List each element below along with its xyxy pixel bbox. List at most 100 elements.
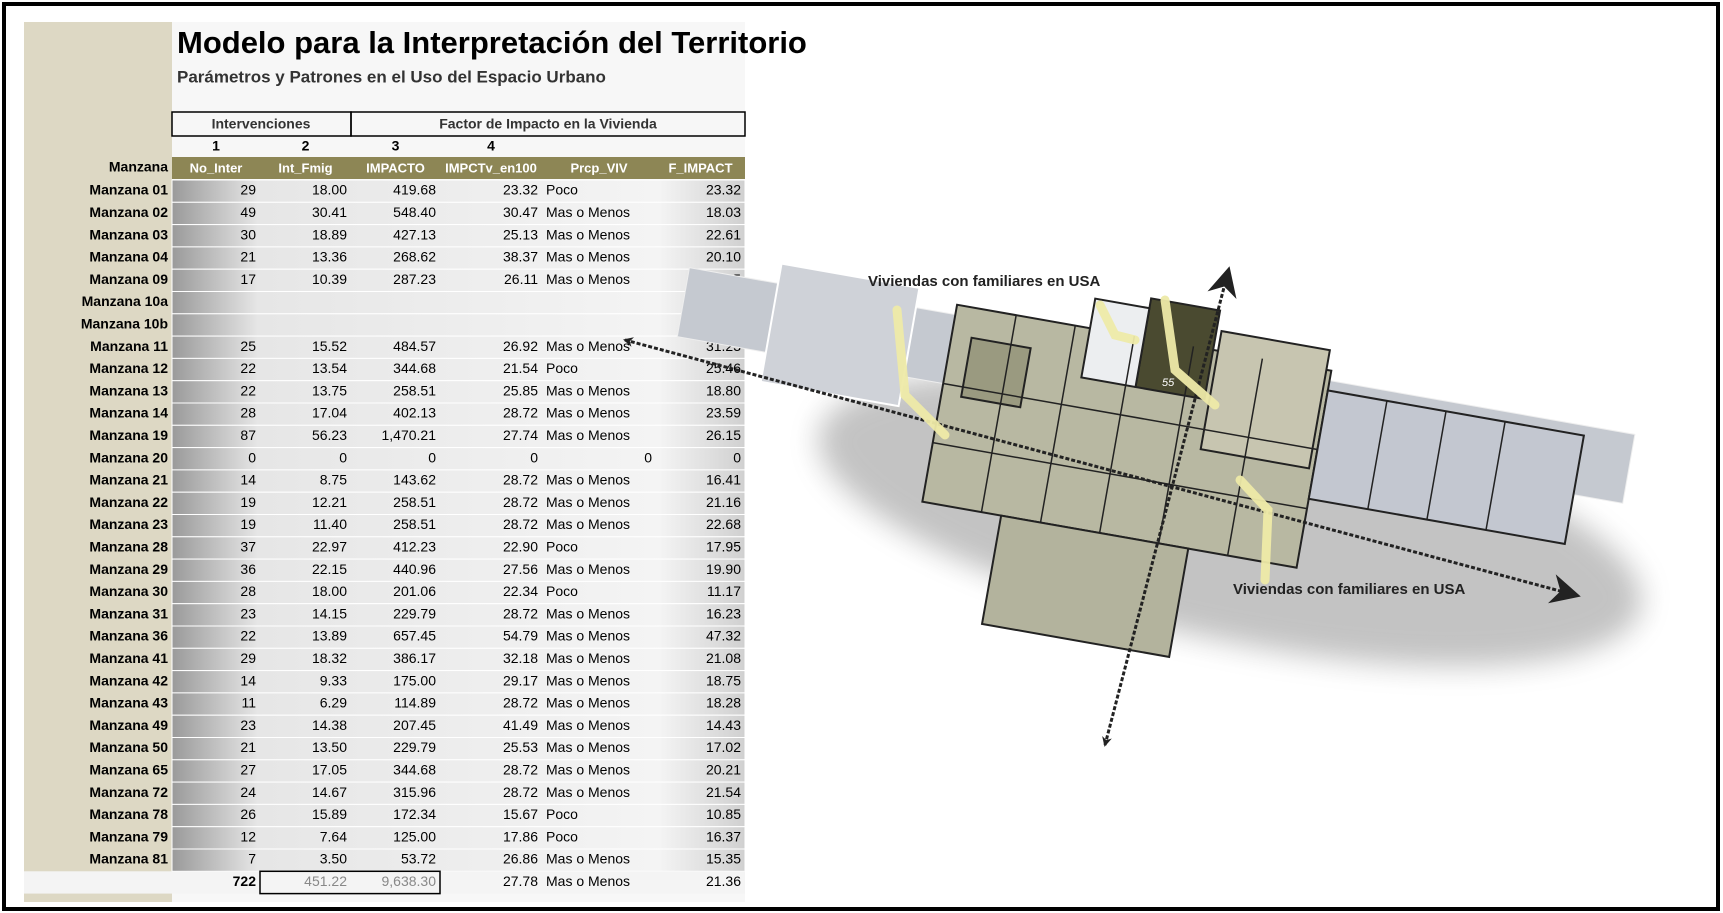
cell: 268.62 (393, 249, 436, 265)
total-box (259, 870, 441, 895)
column-header: IMPACTO (366, 160, 425, 175)
cell: 229.79 (393, 605, 436, 621)
cell: Poco (546, 806, 578, 822)
cell: 0 (248, 449, 256, 465)
cell: Mas o Menos (546, 784, 630, 800)
cell: 13.89 (312, 628, 347, 644)
cell: 657.45 (393, 628, 436, 644)
cell: 47.32 (706, 628, 741, 644)
table: Intervenciones Factor de Impacto en la Vi… (24, 111, 746, 895)
cell: 13.36 (312, 249, 347, 265)
cell: 17.02 (706, 739, 741, 755)
cell: 21 (240, 249, 256, 265)
column-header: No_Inter (190, 160, 243, 175)
row-band (171, 670, 746, 694)
cell: 14.67 (312, 784, 347, 800)
cell: 229.79 (393, 739, 436, 755)
row-label: Manzana 23 (89, 516, 168, 532)
row-label: Manzana 22 (89, 494, 168, 510)
cell: 53.72 (401, 851, 436, 867)
cell: Mas o Menos (546, 672, 630, 688)
row-label: Manzana 20 (89, 449, 168, 465)
group-header: Intervenciones (212, 116, 311, 132)
row-band (171, 291, 746, 315)
cell: 23.32 (706, 182, 741, 198)
row-band (171, 335, 746, 359)
column-number: 4 (487, 138, 495, 154)
cell: 0 (644, 449, 652, 465)
cell: 36 (240, 561, 256, 577)
cell: Poco (546, 539, 578, 555)
cell: 11.40 (313, 516, 347, 532)
row-label: Manzana 30 (89, 583, 168, 599)
cell: 427.13 (393, 226, 436, 242)
row-band (171, 246, 746, 270)
column-number: 3 (392, 138, 400, 154)
cell: 25.13 (503, 226, 538, 242)
block-label: 55 (1162, 377, 1175, 389)
row-label: Manzana 21 (89, 472, 168, 488)
cell: 17 (240, 271, 256, 287)
row-label: Manzana 29 (89, 561, 168, 577)
cell: 315.96 (393, 784, 436, 800)
cell: Mas o Menos (546, 382, 630, 398)
cell: 484.57 (393, 338, 436, 354)
cell: 26.11 (504, 271, 538, 287)
row-band (171, 692, 746, 716)
cell: Mas o Menos (546, 650, 630, 666)
column-header: Int_Fmig (278, 160, 332, 175)
cell: 22.61 (706, 226, 741, 242)
cell: 21.54 (706, 784, 741, 800)
cell: 28.72 (503, 405, 538, 421)
row-label: Manzana 65 (89, 762, 168, 778)
cell: 15.67 (503, 806, 538, 822)
cell: Mas o Menos (546, 873, 630, 889)
cell: 29.17 (503, 672, 538, 688)
cell: 28 (240, 583, 256, 599)
cell: 17.95 (706, 539, 741, 555)
cell: 14.38 (312, 717, 347, 733)
cell: 16.37 (706, 828, 741, 844)
cell: 22.97 (312, 539, 347, 555)
cell: Poco (546, 583, 578, 599)
cell: 54.79 (503, 628, 538, 644)
cell: Mas o Menos (546, 695, 630, 711)
cell: 27.78 (503, 873, 538, 889)
cell: 28.72 (503, 516, 538, 532)
cell: 30.41 (312, 204, 347, 220)
cell: 18.00 (312, 583, 347, 599)
cell: 21.36 (706, 873, 741, 889)
cell: 25.46 (706, 360, 741, 376)
label-column (24, 22, 172, 902)
cell: 1,470.21 (382, 427, 437, 443)
cell: Mas o Menos (546, 405, 630, 421)
cell: Poco (546, 182, 578, 198)
column-number: 2 (302, 138, 310, 154)
column-header: F_IMPACT (668, 160, 732, 175)
cell: 18.28 (706, 695, 741, 711)
cell: 9.33 (320, 672, 347, 688)
cell: 19 (240, 516, 256, 532)
cell: 258.51 (393, 516, 436, 532)
row-band (171, 759, 746, 783)
row-band (171, 826, 746, 850)
cell: 0 (530, 449, 538, 465)
row-label: Manzana 09 (89, 271, 168, 287)
row-label: Manzana 50 (89, 739, 168, 755)
cell: Mas o Menos (546, 605, 630, 621)
row-band (171, 313, 746, 337)
cell: 28.72 (503, 784, 538, 800)
row-label: Manzana 11 (90, 338, 168, 354)
block (1080, 297, 1151, 389)
cell: 26.92 (503, 338, 538, 354)
row-band (171, 848, 746, 872)
row-band (171, 803, 746, 828)
cell: Mas o Menos (546, 271, 630, 287)
cell: 419.68 (393, 182, 436, 198)
cell: 27.56 (503, 561, 538, 577)
cell: 22.34 (503, 583, 538, 599)
cell: 6.29 (320, 695, 347, 711)
cell: 344.68 (393, 360, 436, 376)
total-band (24, 871, 745, 894)
